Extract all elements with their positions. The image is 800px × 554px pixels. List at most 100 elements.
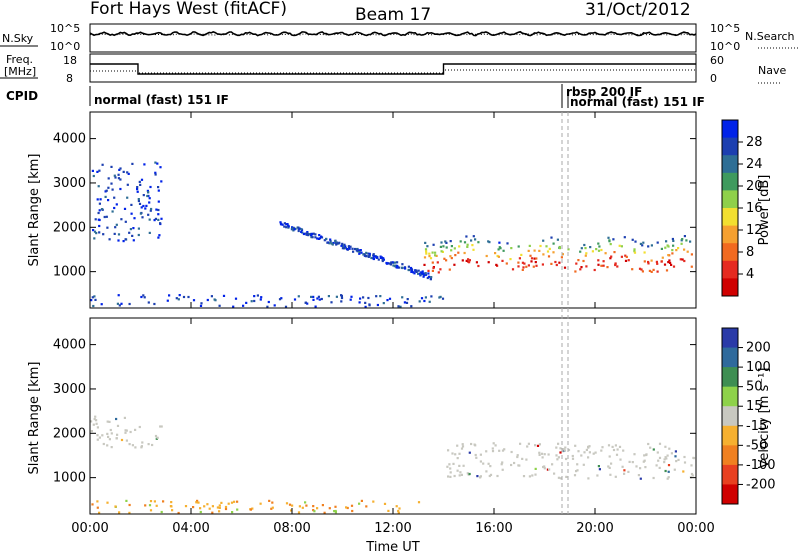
station-title: Fort Hays West (fitACF)	[90, 0, 287, 19]
range-gate-cell	[690, 265, 693, 268]
range-gate-cell	[331, 243, 334, 246]
range-gate-cell	[97, 185, 100, 188]
cpid-label: CPID	[6, 89, 38, 103]
range-gate-cell	[451, 452, 454, 455]
power-y-ticks: 4000 3000 2000 1000	[53, 132, 696, 280]
range-gate-cell	[145, 204, 148, 207]
range-gate-cell	[306, 231, 309, 234]
range-gate-cell	[539, 244, 542, 248]
range-gate-cell	[386, 299, 389, 302]
colorbar-swatch	[722, 278, 738, 297]
range-gate-cell	[375, 256, 379, 259]
range-gate-cell	[634, 240, 637, 243]
x-tick-label: 04:00	[172, 521, 209, 536]
range-gate-cell	[157, 213, 160, 216]
range-gate-cell	[448, 463, 451, 466]
range-gate-cell	[671, 237, 674, 241]
noise-sky-line	[89, 30, 697, 37]
range-gate-cell	[623, 472, 626, 475]
range-gate-cell	[380, 256, 383, 259]
range-gate-cell	[213, 298, 216, 301]
range-gate-cell	[472, 235, 475, 238]
range-gate-cell	[119, 178, 122, 181]
range-gate-cell	[658, 442, 662, 445]
range-gate-cell	[627, 470, 630, 473]
colorbar-swatch	[722, 172, 738, 191]
range-gate-cell	[643, 454, 646, 457]
range-gate-cell	[622, 449, 625, 452]
range-gate-cell	[199, 304, 203, 307]
range-gate-cell	[681, 238, 684, 241]
range-gate-cell	[318, 298, 321, 301]
range-gate-cell	[509, 258, 512, 261]
range-gate-cell	[501, 259, 504, 262]
range-gate-cell	[206, 503, 209, 506]
range-gate-cell	[93, 418, 96, 421]
range-gate-cell	[146, 189, 149, 192]
nave-label: Nave	[758, 64, 786, 77]
range-gate-cell	[576, 469, 579, 472]
range-gate-cell	[266, 305, 269, 308]
range-gate-cell	[147, 301, 150, 304]
range-gate-cell	[477, 241, 480, 244]
range-gate-cell	[555, 263, 558, 267]
range-gate-cell	[92, 423, 95, 426]
range-gate-cell	[551, 463, 554, 466]
range-gate-cell	[466, 243, 469, 246]
range-gate-cell	[690, 472, 694, 476]
range-gate-cell	[485, 470, 488, 473]
range-gate-cell	[424, 296, 427, 299]
range-gate-cell	[424, 273, 428, 276]
range-gate-cell	[487, 462, 490, 465]
range-gate-cell	[548, 247, 551, 250]
range-gate-cell	[527, 264, 530, 267]
range-gate-cell	[376, 303, 379, 307]
range-gate-cell	[652, 476, 655, 480]
range-gate-cell	[365, 251, 368, 254]
range-gate-cell	[550, 236, 553, 239]
range-gate-cell	[557, 476, 560, 479]
range-gate-cell	[356, 249, 359, 252]
range-gate-cell	[160, 180, 163, 183]
range-gate-cell	[582, 259, 585, 263]
colorbar-swatch	[722, 225, 738, 244]
range-gate-cell	[113, 206, 116, 210]
range-gate-cell	[412, 271, 415, 274]
range-gate-cell	[283, 222, 286, 225]
range-gate-cell	[114, 226, 117, 229]
range-gate-cell	[557, 456, 560, 459]
range-gate-cell	[208, 507, 211, 510]
range-gate-cell	[496, 254, 499, 258]
range-gate-cell	[555, 446, 558, 449]
range-gate-cell	[177, 511, 180, 515]
range-gate-cell	[259, 502, 262, 505]
range-gate-cell	[563, 266, 567, 269]
range-gate-cell	[100, 208, 104, 211]
range-gate-cell	[171, 509, 174, 512]
range-gate-cell	[149, 209, 152, 212]
range-gate-cell	[401, 266, 404, 269]
range-gate-cell	[601, 446, 604, 449]
range-gate-cell	[138, 425, 141, 429]
range-gate-cell	[304, 501, 307, 504]
range-gate-cell	[440, 250, 443, 253]
range-gate-cell	[597, 242, 600, 245]
range-gate-cell	[579, 250, 582, 253]
range-gate-cell	[93, 237, 96, 240]
range-gate-cell	[424, 248, 428, 251]
x-tick-label: 16:00	[475, 521, 512, 536]
range-gate-cell	[218, 504, 221, 507]
range-gate-cell	[462, 464, 465, 467]
range-gate-cell	[326, 241, 329, 244]
range-gate-cell	[148, 231, 151, 234]
range-gate-cell	[456, 469, 459, 472]
range-gate-cell	[417, 501, 421, 504]
range-gate-cell	[587, 446, 590, 449]
range-gate-cell	[623, 469, 626, 472]
range-gate-cell	[546, 250, 550, 253]
range-gate-cell	[577, 259, 580, 262]
range-gate-cell	[349, 245, 352, 248]
range-gate-cell	[290, 509, 293, 512]
range-gate-cell	[600, 264, 603, 267]
range-gate-cell	[134, 446, 137, 449]
